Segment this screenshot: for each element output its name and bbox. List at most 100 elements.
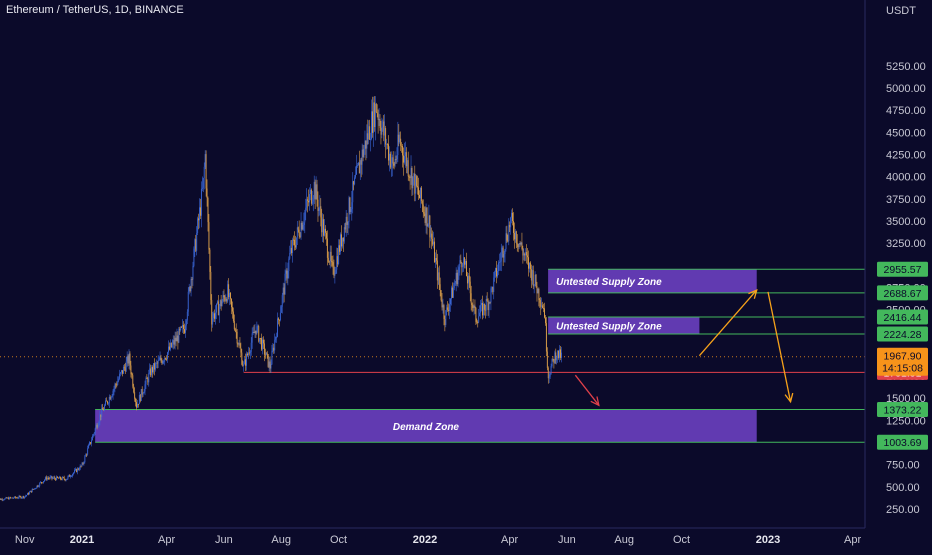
candle-body [79,465,81,470]
candle-body [32,489,34,490]
candle-body [461,262,463,268]
candle-body [44,477,46,480]
candle-body [289,252,291,259]
candle-body [425,207,427,223]
candle-body [255,330,257,334]
candle-body [80,465,82,467]
candle-body [485,298,487,311]
candle-body [275,336,277,340]
candle-body [513,232,515,240]
price-tag-label: 2416.44 [884,312,922,324]
price-tag-label: 1003.69 [884,437,922,449]
candle-body [256,326,258,334]
candle-body [446,307,448,311]
candle-body [244,359,246,365]
candle-body [119,373,121,379]
candle-body [553,359,555,364]
zone-rect [548,269,757,293]
candle-body [373,102,375,128]
candle-body [430,233,432,238]
candle-body [21,497,23,499]
candle-body [310,189,312,204]
candle-body [537,288,539,294]
candle-body [0,498,1,500]
candle-body [184,325,186,333]
candle-body [178,328,180,343]
candle-body [309,194,310,203]
candle-body [473,305,475,308]
price-tag [877,261,928,277]
candle-body [170,342,172,348]
time-axis[interactable]: Nov 2021 Apr Jun Aug Oct 2022 Apr Jun Aug Oct 2023 A… [15,534,862,546]
candle-body [397,134,399,156]
candle-body [411,168,413,189]
candle-body [81,463,83,466]
candle-body [150,368,152,376]
candle-body [122,366,124,374]
candle-body [59,476,61,480]
candle-body [290,247,292,253]
candle-body [532,270,534,287]
candle-body [504,248,506,255]
candle-body [448,309,450,312]
candle-body [59,476,60,479]
candle-body [297,227,299,230]
candle-body [428,215,430,225]
candle-body [392,157,394,164]
candle-body [246,353,247,366]
candle-body [76,468,78,473]
candle-body [437,272,439,281]
current-price-tag [877,347,928,376]
y-tick-label: 3750.00 [886,194,926,206]
candle-body [529,262,530,269]
candle-body [254,330,256,334]
x-tick-label: 2021 [70,534,94,546]
candle-body [479,312,481,317]
candle-body [466,260,467,277]
candle-body [137,403,138,408]
candle-body [421,201,423,205]
candle-body [422,204,424,213]
candle-body [201,187,203,189]
candle-body [268,361,270,367]
candle-body [215,312,216,319]
candle-body [169,342,171,350]
y-tick-label: 5000.00 [886,83,926,95]
candle-body [3,499,5,501]
candle-body [75,469,77,473]
candle-body [78,469,80,471]
candle-body [301,222,303,230]
candle-body [367,133,369,140]
y-tick-label: 250.00 [886,504,920,516]
candle-body [173,340,175,345]
candle-body [279,312,281,321]
x-tick-label: 2022 [413,534,437,546]
candle-body [467,275,469,284]
x-tick-label: Apr [501,534,518,546]
candle-body [466,276,468,284]
candle-body [71,476,73,477]
price-tag [877,326,928,342]
candle-body [514,231,516,240]
candle-body [531,270,533,281]
candle-body [185,320,187,326]
candle-body [309,189,311,195]
candle-body [74,469,76,471]
candle-body [64,479,66,481]
candle-body [77,468,79,470]
x-tick-label: 2023 [756,534,780,546]
candle-body [266,352,268,355]
candle-body [166,358,168,360]
candle-body [554,352,556,364]
candle-body [345,216,347,230]
arrow-head [784,392,794,404]
candle-body [456,272,458,285]
candle-body [10,497,12,499]
candle-body [389,153,391,168]
candle-body [318,208,320,211]
candle-body [450,298,451,305]
candle-body [95,425,97,429]
candle-body [486,298,488,302]
